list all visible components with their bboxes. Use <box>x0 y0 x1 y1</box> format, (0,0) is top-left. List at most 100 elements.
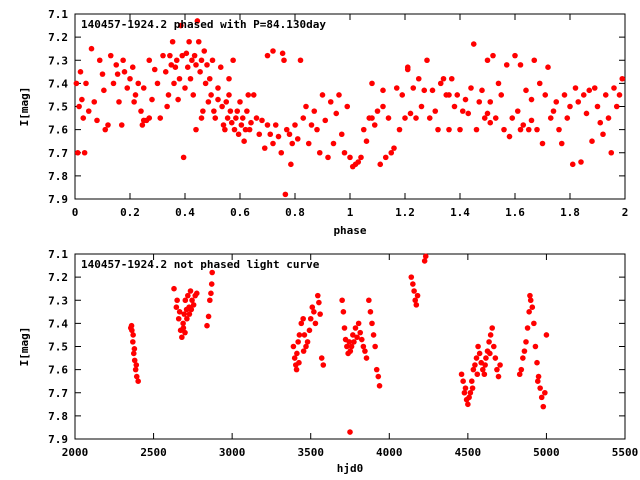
data-point <box>120 57 126 64</box>
data-point <box>317 311 323 317</box>
data-point <box>234 108 241 114</box>
data-point <box>193 126 199 133</box>
data-point <box>347 348 354 354</box>
data-point <box>325 154 331 161</box>
data-point <box>182 85 188 91</box>
data-point <box>322 117 329 124</box>
data-point <box>314 292 321 299</box>
data-point <box>418 103 425 110</box>
data-point <box>484 57 491 64</box>
data-point <box>451 103 458 110</box>
data-point <box>528 117 535 124</box>
data-point <box>175 96 181 103</box>
data-point <box>208 290 214 297</box>
data-point <box>393 85 400 91</box>
data-point <box>300 115 307 121</box>
data-point <box>458 371 465 378</box>
y-tick-label: 7.2 <box>48 271 68 284</box>
data-point <box>296 332 303 338</box>
y-tick-label: 7.1 <box>48 8 68 21</box>
data-point <box>244 108 250 114</box>
data-point <box>580 92 587 98</box>
data-point <box>413 302 420 308</box>
data-point <box>138 108 144 114</box>
data-point <box>534 359 540 366</box>
data-point <box>286 131 293 138</box>
data-point <box>440 75 447 82</box>
data-point <box>374 108 381 114</box>
data-point <box>481 371 488 378</box>
data-point <box>237 99 243 105</box>
data-point <box>465 401 471 408</box>
data-point <box>190 302 197 308</box>
data-point <box>380 103 386 110</box>
data-point <box>231 126 238 133</box>
data-point <box>171 285 177 292</box>
data-point <box>564 115 571 121</box>
data-point <box>495 373 502 380</box>
data-point <box>79 96 85 103</box>
data-point <box>534 126 540 133</box>
data-point <box>173 57 180 64</box>
data-point <box>181 311 188 317</box>
data-point <box>140 117 147 124</box>
data-point <box>291 355 298 361</box>
x-tick-label: 3000 <box>219 446 246 459</box>
data-point <box>205 313 212 320</box>
data-point <box>550 108 557 114</box>
data-point <box>351 339 357 345</box>
data-point <box>316 149 323 156</box>
data-point <box>88 45 95 52</box>
data-point <box>487 350 493 357</box>
y-tick-label: 7.3 <box>48 54 68 67</box>
data-point <box>151 66 158 73</box>
data-point <box>462 385 469 391</box>
data-point <box>230 57 236 64</box>
data-point <box>316 299 322 306</box>
data-point <box>168 62 175 68</box>
data-point <box>371 122 378 128</box>
data-point <box>542 389 548 396</box>
data-point <box>211 108 217 114</box>
data-point <box>586 87 593 94</box>
data-point <box>597 119 604 126</box>
data-point <box>306 327 313 334</box>
data-point <box>179 334 185 341</box>
data-point <box>446 92 452 98</box>
data-point <box>350 332 356 338</box>
data-point <box>256 131 263 138</box>
data-point <box>527 297 534 304</box>
data-point <box>421 87 428 94</box>
data-point <box>149 96 155 103</box>
data-point <box>219 103 225 110</box>
y-tick-label: 7.9 <box>48 433 68 446</box>
data-point <box>476 99 483 105</box>
y-tick-label: 7.7 <box>48 387 68 400</box>
data-point <box>131 357 138 364</box>
data-point <box>503 62 510 68</box>
data-point <box>413 115 419 121</box>
data-point <box>538 394 545 401</box>
data-point <box>169 38 176 45</box>
data-point <box>80 115 87 121</box>
data-point <box>506 133 513 140</box>
data-point <box>224 115 231 121</box>
data-point <box>212 115 219 121</box>
data-point <box>318 355 325 361</box>
y-tick-label: 7.8 <box>48 170 68 183</box>
data-point <box>457 126 463 133</box>
data-point <box>355 159 362 165</box>
x-tick-label: 2000 <box>62 446 89 459</box>
data-point <box>487 119 494 126</box>
data-point <box>399 92 406 98</box>
data-point <box>518 366 525 373</box>
data-point <box>578 159 584 165</box>
data-point <box>190 92 197 98</box>
x-tick-label: 1 <box>347 206 354 219</box>
data-point <box>602 92 609 98</box>
data-point <box>616 92 623 98</box>
data-point <box>282 191 289 198</box>
data-point <box>517 126 524 133</box>
data-point <box>495 80 502 87</box>
data-point <box>250 92 257 98</box>
